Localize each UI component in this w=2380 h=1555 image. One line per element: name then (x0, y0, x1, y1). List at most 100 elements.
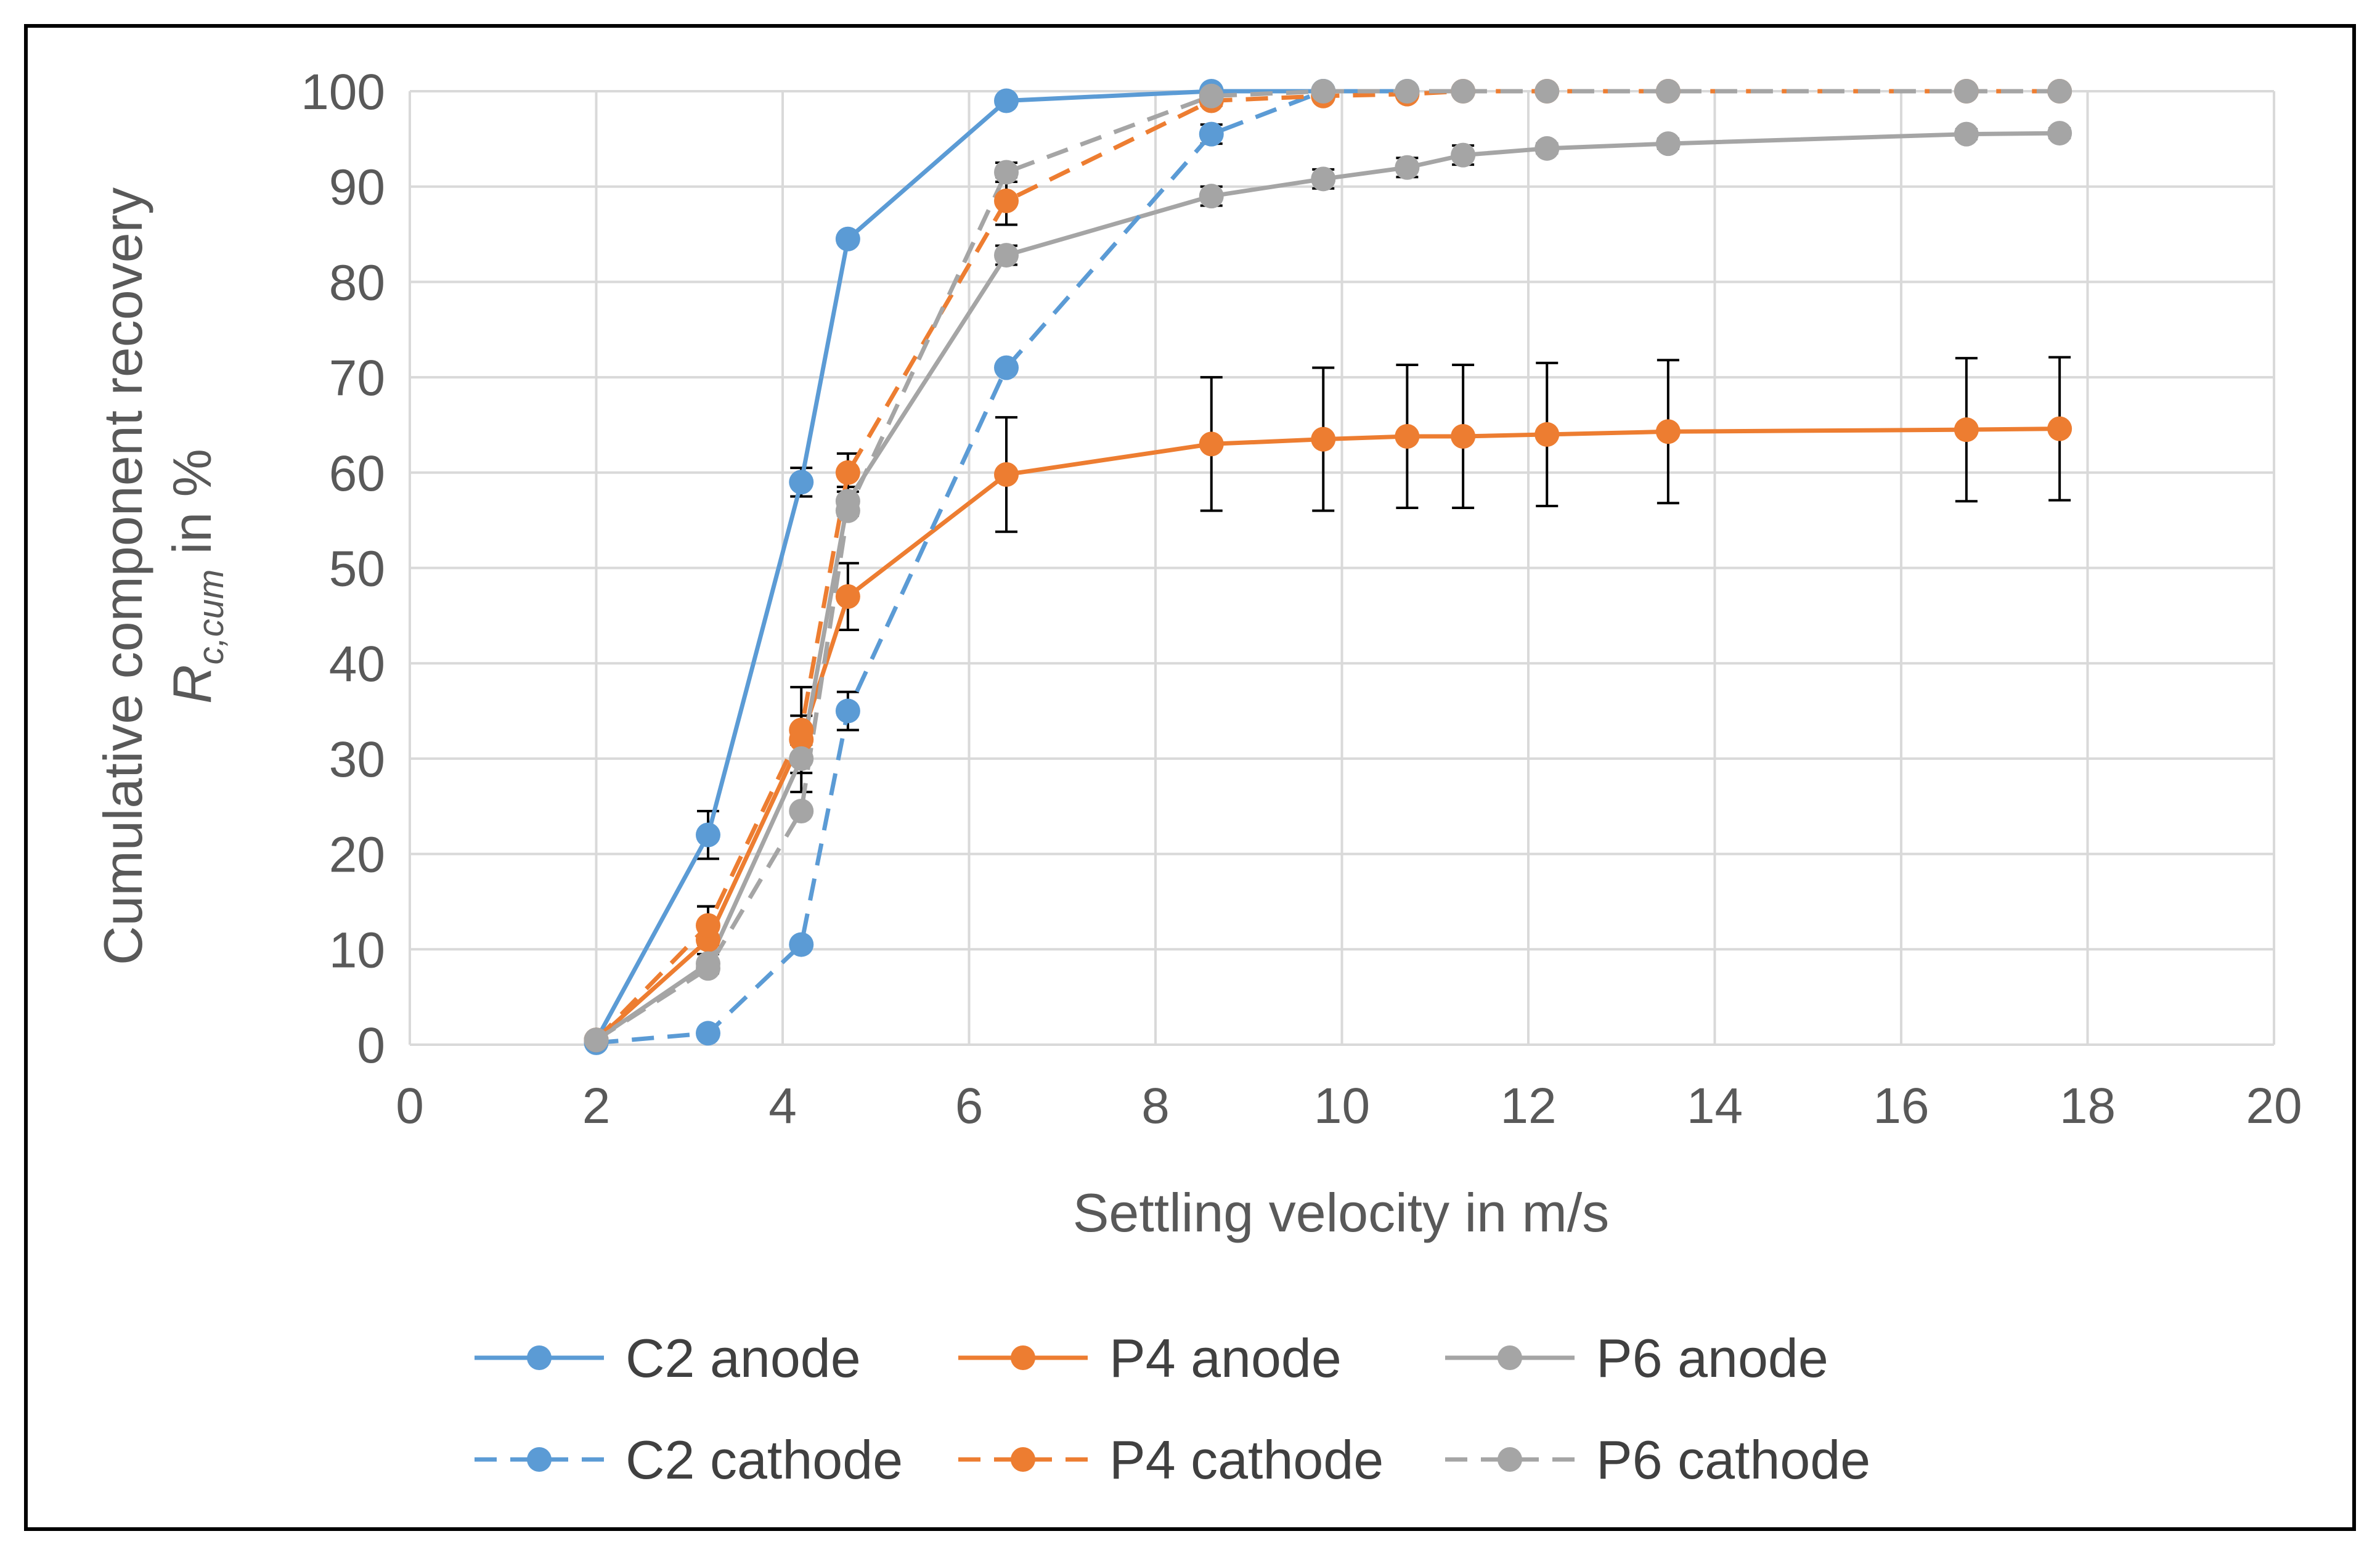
y-axis-title-symbol: R (161, 664, 222, 704)
data-point-p4-cathode (789, 717, 814, 743)
legend-item-p4-cathode: P4 cathode (958, 1429, 1384, 1490)
x-tick-label: 0 (396, 1078, 424, 1134)
data-point-p4-cathode (696, 913, 720, 938)
y-axis-title-line2: Rc,cum in % (161, 449, 231, 704)
data-point-c2-anode (835, 226, 860, 251)
legend-marker (1498, 1447, 1522, 1472)
y-tick-label: 40 (329, 636, 385, 692)
x-tick-label: 16 (1873, 1078, 1929, 1134)
data-point-p6-cathode (1655, 79, 1681, 104)
grid (409, 90, 2275, 1046)
legend-label: P6 anode (1596, 1328, 1828, 1389)
x-axis-ticks: 0 2 4 6 8 10 12 14 16 18 20 (396, 1078, 2302, 1134)
data-point-p4-anode (1954, 417, 1979, 443)
x-tick-label: 10 (1314, 1078, 1370, 1134)
legend-marker (527, 1447, 552, 1472)
legend-label: P4 cathode (1109, 1429, 1384, 1490)
data-point-p6-anode (1395, 155, 1420, 180)
data-point-p6-cathode (1954, 79, 1979, 104)
data-point-p6-cathode (1451, 79, 1476, 104)
x-tick-label: 6 (955, 1078, 984, 1134)
data-point-p4-cathode (994, 188, 1019, 213)
data-point-p6-anode (1655, 131, 1681, 157)
data-point-p6-cathode (835, 498, 860, 523)
x-tick-label: 2 (582, 1078, 611, 1134)
data-point-p6-anode (2047, 121, 2072, 146)
y-axis-title-line1: Cumulative component recovery (92, 187, 153, 965)
legend-item-c2-anode: C2 anode (475, 1328, 861, 1389)
data-point-p6-anode (994, 243, 1019, 268)
data-point-p6-cathode (2047, 79, 2072, 104)
data-point-c2-cathode (696, 1021, 720, 1046)
x-tick-label: 12 (1500, 1078, 1556, 1134)
data-point-c2-cathode (789, 932, 814, 957)
legend-marker (527, 1345, 552, 1370)
data-point-p6-anode (1954, 121, 1979, 147)
data-point-p6-cathode (1395, 79, 1420, 104)
y-axis-title-suffix: in % (161, 449, 222, 569)
data-point-c2-anode (789, 470, 814, 495)
x-axis-title: Settling velocity in m/s (1073, 1182, 1610, 1243)
legend-label: C2 cathode (626, 1429, 903, 1490)
data-point-p4-anode (1534, 422, 1560, 447)
y-tick-label: 20 (329, 827, 385, 883)
data-point-p4-anode (1199, 431, 1224, 457)
data-point-p4-anode (994, 462, 1019, 487)
y-axis-title: Cumulative component recovery Rc,cum in … (92, 187, 231, 965)
x-tick-label: 14 (1687, 1078, 1743, 1134)
data-point-p6-anode (1199, 184, 1224, 209)
y-tick-label: 100 (301, 64, 385, 120)
legend-item-p6-anode: P6 anode (1445, 1328, 1828, 1389)
legend-marker (1498, 1345, 1522, 1370)
x-tick-label: 4 (768, 1078, 797, 1134)
legend-item-p6-cathode: P6 cathode (1445, 1429, 1870, 1490)
legend-label: C2 anode (626, 1328, 861, 1389)
legend-item-c2-cathode: C2 cathode (475, 1429, 903, 1490)
data-point-p4-anode (2047, 416, 2072, 441)
chart-frame (24, 24, 2356, 1531)
legend-item-p4-anode: P4 anode (958, 1328, 1342, 1389)
data-point-c2-cathode (1199, 121, 1224, 147)
x-tick-label: 18 (2060, 1078, 2116, 1134)
y-tick-label: 10 (329, 922, 385, 978)
data-point-p4-cathode (835, 460, 860, 485)
legend-label: P6 cathode (1596, 1429, 1870, 1490)
x-tick-label: 8 (1141, 1078, 1170, 1134)
data-point-p6-cathode (1311, 79, 1336, 104)
data-point-p6-cathode (789, 798, 814, 823)
data-point-p6-anode (1311, 166, 1336, 192)
y-tick-label: 80 (329, 255, 385, 311)
data-point-p6-cathode (1199, 83, 1224, 108)
data-point-p4-anode (835, 584, 860, 609)
data-point-p4-anode (1395, 424, 1420, 449)
series-markers (584, 79, 2072, 1055)
data-point-p6-anode (789, 746, 814, 771)
y-axis-title-subscript: c,cum (191, 569, 231, 665)
y-tick-label: 30 (329, 732, 385, 788)
legend-label: P4 anode (1109, 1328, 1342, 1389)
y-tick-label: 60 (329, 446, 385, 502)
data-point-p6-cathode (994, 160, 1019, 185)
y-tick-label: 0 (357, 1018, 385, 1074)
data-point-p6-cathode (584, 1027, 609, 1053)
y-tick-label: 90 (329, 160, 385, 216)
legend-marker (1011, 1345, 1035, 1370)
data-point-p4-anode (1311, 427, 1336, 452)
data-point-p6-anode (1534, 136, 1560, 161)
y-tick-label: 50 (329, 541, 385, 597)
x-tick-label: 20 (2246, 1078, 2302, 1134)
data-point-p6-cathode (696, 956, 720, 981)
data-point-c2-cathode (835, 698, 860, 724)
y-tick-label: 70 (329, 350, 385, 406)
data-point-p6-cathode (1534, 79, 1560, 104)
y-axis-ticks: 0 10 20 30 40 50 60 70 80 90 100 (301, 64, 385, 1074)
data-point-p6-anode (1451, 142, 1476, 168)
data-point-c2-anode (994, 88, 1019, 113)
data-point-p4-anode (1451, 424, 1476, 449)
data-point-p4-anode (1655, 419, 1681, 444)
legend-marker (1011, 1447, 1035, 1472)
data-point-c2-anode (696, 822, 720, 847)
legend: C2 anode P4 anode P6 anode C2 cathode P4 cat… (475, 1328, 1870, 1490)
data-point-c2-cathode (994, 355, 1019, 380)
